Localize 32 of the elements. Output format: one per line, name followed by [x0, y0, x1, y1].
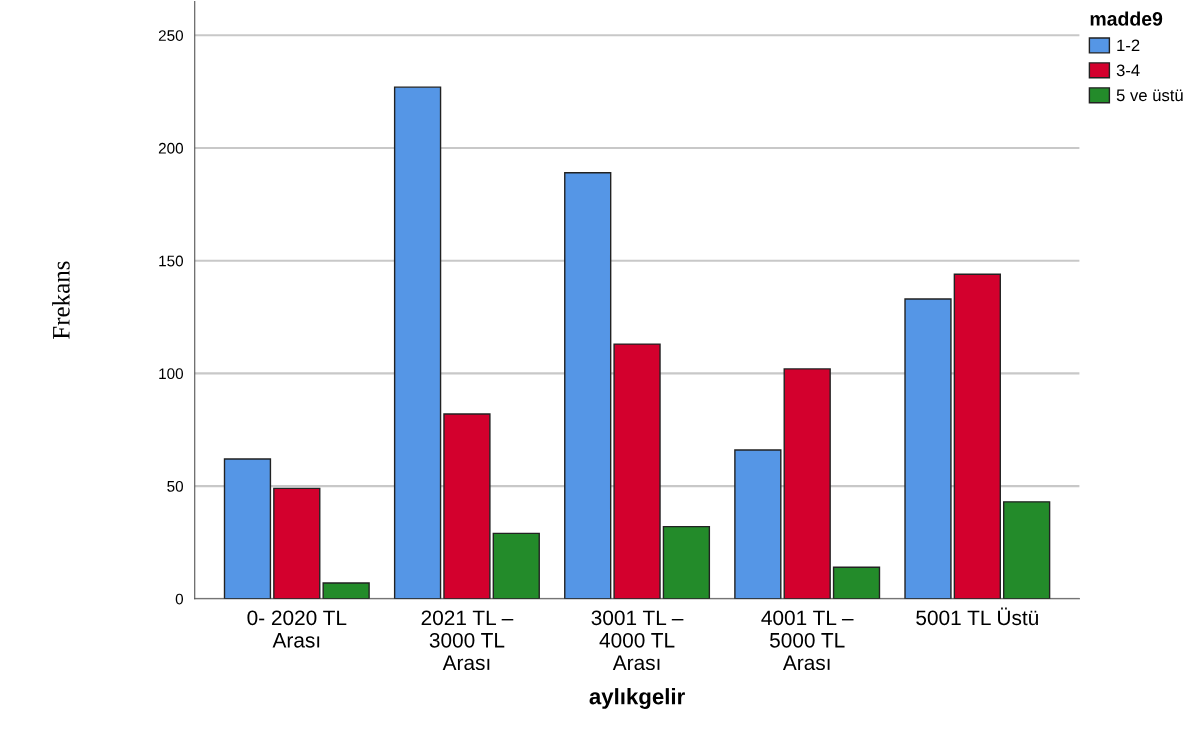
y-tick-label: 250 [158, 30, 184, 41]
bar [832, 566, 881, 599]
bar [904, 298, 952, 599]
x-tick-label: 0- 2020 TL Arası [247, 610, 347, 648]
bar [443, 413, 491, 599]
x-tick-label: 3001 TL – 4000 TL Arası [591, 610, 684, 671]
bar [564, 172, 612, 599]
x-tick-label: 2021 TL – 3000 TL Arası [421, 610, 514, 671]
legend-label: 5 ve üstü [1116, 89, 1183, 102]
bar [273, 487, 321, 599]
bar [662, 525, 711, 599]
bar [322, 582, 370, 599]
bar [393, 86, 442, 599]
y-tick-label: 100 [159, 368, 184, 380]
y-axis-title: Frekans [52, 261, 70, 339]
bar [223, 458, 272, 599]
y-tick-label: 150 [159, 255, 184, 267]
bar [492, 532, 540, 599]
legend-label: 1-2 [1117, 39, 1140, 52]
bar [613, 343, 661, 599]
bar [783, 368, 831, 599]
x-axis-title: aylıkgelir [589, 688, 685, 709]
y-tick-label: 50 [167, 480, 184, 492]
legend-label: 3-4 [1116, 64, 1140, 77]
bar [1002, 501, 1051, 599]
y-tick-label: 0 [175, 593, 184, 605]
legend-title: madde9 [1090, 11, 1163, 26]
bar [734, 449, 782, 599]
x-tick-label: 5001 TL Üstü [916, 607, 1038, 626]
x-tick-label: 4001 TL – 5000 TL Arası [761, 610, 854, 671]
bar [953, 273, 1001, 599]
y-tick-label: 200 [158, 142, 184, 154]
